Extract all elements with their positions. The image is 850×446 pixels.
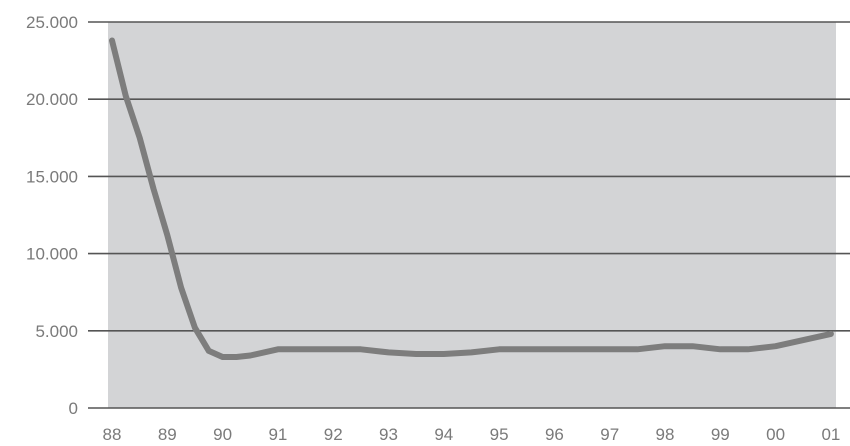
x-tick-label: 98: [656, 425, 675, 444]
y-tick-label: 0: [69, 399, 78, 418]
x-tick-label: 90: [213, 425, 232, 444]
plot-area: [108, 22, 836, 408]
y-tick-label: 25.000: [26, 13, 78, 32]
y-axis-tick-labels: 0 5.000 10.000 15.000 20.000 25.000: [26, 13, 78, 418]
x-tick-label: 00: [766, 425, 785, 444]
y-tick-label: 10.000: [26, 245, 78, 264]
x-tick-label: 89: [158, 425, 177, 444]
x-tick-label: 93: [379, 425, 398, 444]
x-axis-tick-labels: 88 89 90 91 92 93 94 95 96 97 98 99 00 01: [103, 425, 841, 444]
y-tick-label: 20.000: [26, 90, 78, 109]
gridlines: [88, 21, 850, 409]
x-tick-label: 97: [600, 425, 619, 444]
y-tick-label: 5.000: [35, 322, 78, 341]
x-tick-label: 95: [490, 425, 509, 444]
series-line: [109, 37, 834, 360]
x-tick-label: 94: [434, 425, 453, 444]
series-layer: [109, 37, 834, 360]
x-tick-label: 99: [711, 425, 730, 444]
y-tick-label: 15.000: [26, 167, 78, 186]
x-tick-label: 92: [324, 425, 343, 444]
x-tick-label: 01: [821, 425, 840, 444]
x-tick-label: 96: [545, 425, 564, 444]
x-tick-label: 91: [268, 425, 287, 444]
x-tick-label: 88: [103, 425, 122, 444]
